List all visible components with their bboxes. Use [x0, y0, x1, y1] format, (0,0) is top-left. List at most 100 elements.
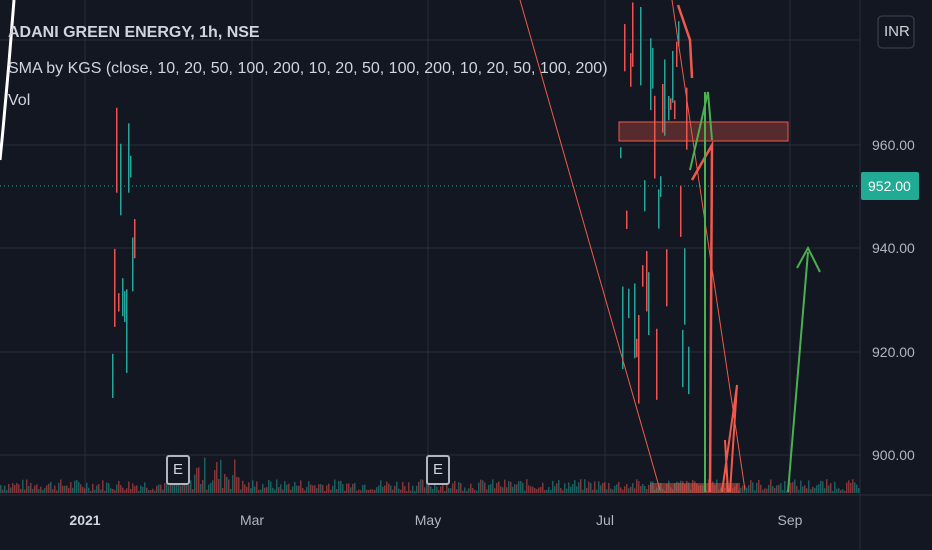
volume-bar	[364, 484, 366, 493]
volume-bar	[152, 488, 154, 493]
volume-bar	[832, 490, 834, 493]
drawing	[0, 0, 16, 161]
volume-bar	[426, 480, 428, 493]
volume-bar	[354, 482, 356, 493]
volume-bar	[406, 490, 408, 493]
volume-bar	[280, 484, 282, 493]
volume-bar	[488, 484, 490, 493]
volume-bar	[408, 482, 410, 493]
candle	[636, 338, 638, 358]
volume-bar	[84, 488, 86, 493]
volume-bar	[562, 490, 564, 493]
volume-bar	[422, 479, 424, 493]
volume-bar	[588, 481, 590, 493]
volume-bar	[646, 488, 648, 493]
volume-bar	[552, 480, 554, 493]
volume-bar	[226, 476, 228, 493]
volume-bar	[670, 487, 672, 493]
volume-bar	[824, 488, 826, 493]
volume-bar	[114, 490, 116, 493]
volume-bar	[692, 479, 694, 493]
volume-bar	[230, 488, 232, 493]
volume-bar	[702, 485, 704, 493]
volume-bar	[68, 487, 70, 493]
candle	[630, 53, 632, 87]
candle	[632, 2, 634, 67]
volume-bar	[586, 487, 588, 493]
volume-bar	[256, 481, 258, 493]
price-label: 960.00	[872, 137, 915, 153]
volume-bar	[576, 486, 578, 493]
candle	[126, 289, 128, 373]
volume-bar	[792, 482, 794, 493]
volume-bar	[272, 487, 274, 493]
volume-bar	[776, 485, 778, 493]
volume-bar	[134, 486, 136, 493]
volume-bar	[456, 489, 458, 493]
volume-bar	[852, 479, 854, 493]
volume-bar	[218, 478, 220, 493]
volume-bar	[818, 484, 820, 493]
volume-bar	[64, 485, 66, 493]
volume-bar	[564, 483, 566, 493]
volume-bar	[482, 480, 484, 493]
volume-bar	[582, 489, 584, 493]
volume-bar	[402, 481, 404, 493]
volume-bar	[334, 479, 336, 493]
volume-bar	[74, 480, 76, 493]
volume-bar	[458, 482, 460, 493]
volume-bar	[164, 483, 166, 493]
arrow	[689, 91, 713, 492]
volume-bar	[324, 490, 326, 493]
volume-bar	[512, 486, 514, 493]
volume-bar	[52, 489, 54, 493]
volume-bar	[528, 485, 530, 493]
candle	[132, 237, 134, 292]
volume-bar	[294, 481, 296, 493]
volume-bar	[812, 486, 814, 493]
volume-bar	[546, 489, 548, 493]
price-label: 940.00	[872, 240, 915, 256]
volume-bar	[160, 484, 162, 493]
volume-bar	[738, 490, 740, 493]
volume-bar	[694, 481, 696, 493]
volume-bar	[736, 483, 738, 493]
volume-bar	[554, 486, 556, 493]
volume-bar	[206, 489, 208, 493]
drawing	[676, 4, 694, 79]
volume-bar	[484, 482, 486, 493]
volume-bar	[608, 482, 610, 493]
volume-bar	[382, 486, 384, 493]
volume-bar	[428, 480, 430, 493]
volume-bar	[94, 489, 96, 493]
volume-bar	[748, 485, 750, 493]
volume-bar	[322, 485, 324, 493]
volume-bar	[762, 489, 764, 493]
volume-bar	[514, 484, 516, 493]
volume-bar	[158, 484, 160, 493]
volume-bar	[556, 483, 558, 493]
candle	[134, 219, 136, 259]
zone	[650, 483, 740, 493]
volume-bar	[674, 483, 676, 493]
volume-bar	[684, 484, 686, 493]
volume-bar	[602, 482, 604, 493]
candle	[114, 248, 116, 327]
volume-bar	[194, 474, 196, 493]
volume-bar	[716, 479, 718, 493]
volume-bar	[366, 489, 368, 493]
volume-bar	[636, 479, 638, 493]
volume-bar	[842, 489, 844, 493]
volume-bar	[264, 487, 266, 493]
volume-bar	[116, 484, 118, 493]
volume-bar	[688, 482, 690, 493]
volume-bar	[300, 480, 302, 493]
volume-bar	[96, 485, 98, 493]
volume-bar	[220, 459, 222, 493]
volume-bar	[654, 489, 656, 493]
volume-bar	[18, 484, 20, 493]
candle	[672, 50, 674, 103]
volume-bar	[358, 489, 360, 493]
volume-bar	[42, 490, 44, 493]
volume-bar	[378, 485, 380, 493]
